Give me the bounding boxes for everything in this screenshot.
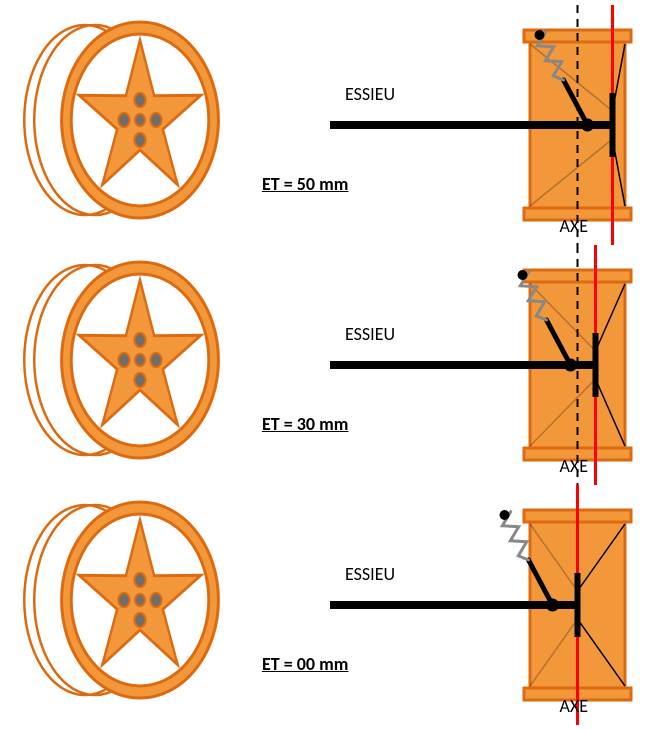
cross-section — [330, 485, 666, 725]
wheel-front-view — [10, 245, 240, 480]
cross-section-wrap — [330, 5, 666, 250]
cross-section — [330, 245, 666, 485]
wheel-front-view — [10, 5, 240, 240]
offset-row: ET = 00 mmESSIEUAXE — [0, 485, 666, 720]
axe-label: AXE — [560, 215, 589, 237]
cross-section-wrap — [330, 485, 666, 730]
axe-label: AXE — [560, 455, 589, 477]
cross-section — [330, 5, 666, 245]
offset-row: ET = 50 mmESSIEUAXE — [0, 5, 666, 240]
wheel-front-view — [10, 485, 240, 720]
axe-label: AXE — [560, 695, 589, 717]
offset-row: ET = 30 mmESSIEUAXE — [0, 245, 666, 480]
cross-section-wrap — [330, 245, 666, 490]
